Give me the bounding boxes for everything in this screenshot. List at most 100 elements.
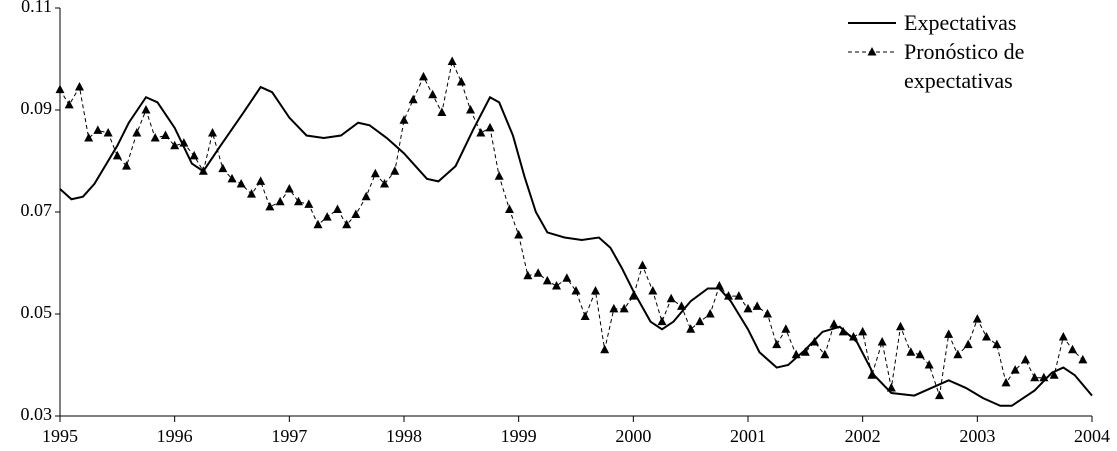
marker [820, 349, 830, 359]
marker [514, 229, 524, 239]
marker [734, 291, 744, 300]
marker [218, 163, 228, 173]
marker [1030, 372, 1040, 382]
marker [724, 291, 734, 300]
marker [64, 99, 74, 109]
marker [533, 268, 543, 277]
x-tick-label: 1998 [386, 426, 422, 446]
marker [132, 127, 142, 137]
marker [638, 260, 648, 270]
marker [906, 347, 916, 356]
marker [619, 303, 629, 313]
marker [695, 316, 705, 326]
marker [542, 275, 552, 285]
marker [494, 171, 504, 180]
marker [714, 280, 724, 290]
marker [523, 270, 533, 280]
marker [418, 71, 428, 81]
marker [934, 390, 944, 400]
marker [810, 337, 820, 346]
marker [55, 84, 65, 94]
marker [963, 339, 973, 349]
marker [390, 166, 400, 175]
marker [476, 127, 486, 137]
series-line [59, 59, 1084, 396]
marker [772, 339, 782, 349]
legend: Expectativas Pronóstico de expectativas [842, 8, 1082, 95]
marker [552, 280, 562, 290]
marker [141, 105, 151, 114]
marker [112, 150, 122, 160]
marker [313, 219, 323, 229]
marker [265, 201, 275, 211]
marker [170, 140, 180, 150]
x-tick-label: 2001 [730, 426, 766, 446]
x-tick-label: 2003 [959, 426, 995, 446]
y-tick-label: 0.07 [21, 200, 53, 220]
y-tick-label: 0.05 [21, 302, 53, 322]
marker [657, 316, 667, 326]
marker [791, 349, 801, 359]
marker [580, 311, 590, 321]
marker [752, 301, 762, 310]
marker [208, 127, 218, 137]
marker [1001, 377, 1011, 387]
y-tick-label: 0.09 [21, 98, 53, 118]
marker [428, 89, 438, 99]
marker [294, 196, 304, 206]
marker [380, 178, 390, 188]
marker [705, 309, 715, 318]
x-tick-label: 2002 [845, 426, 881, 446]
marker [150, 133, 160, 142]
marker [562, 273, 572, 282]
marker [1058, 331, 1068, 341]
marker [982, 331, 992, 341]
x-tick-label: 1997 [271, 426, 307, 446]
marker [867, 370, 877, 379]
legend-entry: Pronóstico de expectativas [842, 37, 1082, 95]
marker [829, 319, 839, 328]
marker [1078, 354, 1088, 364]
marker [189, 150, 199, 160]
marker [275, 196, 285, 206]
x-tick-label: 2004 [1074, 426, 1110, 446]
marker [571, 286, 581, 295]
marker [743, 303, 753, 313]
marker [992, 339, 1002, 349]
marker [256, 176, 266, 185]
legend-entry: Expectativas [842, 8, 1082, 37]
marker [332, 204, 342, 213]
marker [485, 122, 495, 132]
marker [628, 291, 638, 300]
marker [1039, 372, 1049, 382]
marker [198, 166, 208, 175]
marker [84, 133, 94, 142]
marker [886, 382, 896, 392]
x-tick-label: 2000 [615, 426, 651, 446]
marker [915, 349, 925, 359]
legend-swatch [848, 22, 896, 24]
marker [74, 82, 84, 91]
marker [227, 173, 237, 183]
legend-marker [867, 47, 877, 56]
marker [93, 125, 103, 134]
marker [408, 94, 418, 104]
marker [122, 161, 132, 170]
marker [972, 314, 982, 323]
marker [1010, 365, 1020, 374]
marker [800, 347, 810, 356]
marker [1049, 370, 1059, 379]
marker [160, 130, 170, 139]
marker [447, 56, 457, 66]
x-tick-label: 1999 [501, 426, 537, 446]
marker [676, 301, 686, 310]
marker [686, 324, 696, 333]
marker [179, 138, 189, 147]
series-line [59, 85, 1093, 407]
marker [600, 344, 610, 354]
marker [284, 184, 294, 193]
marker [246, 189, 256, 198]
marker [666, 293, 676, 303]
legend-swatch [848, 47, 896, 56]
